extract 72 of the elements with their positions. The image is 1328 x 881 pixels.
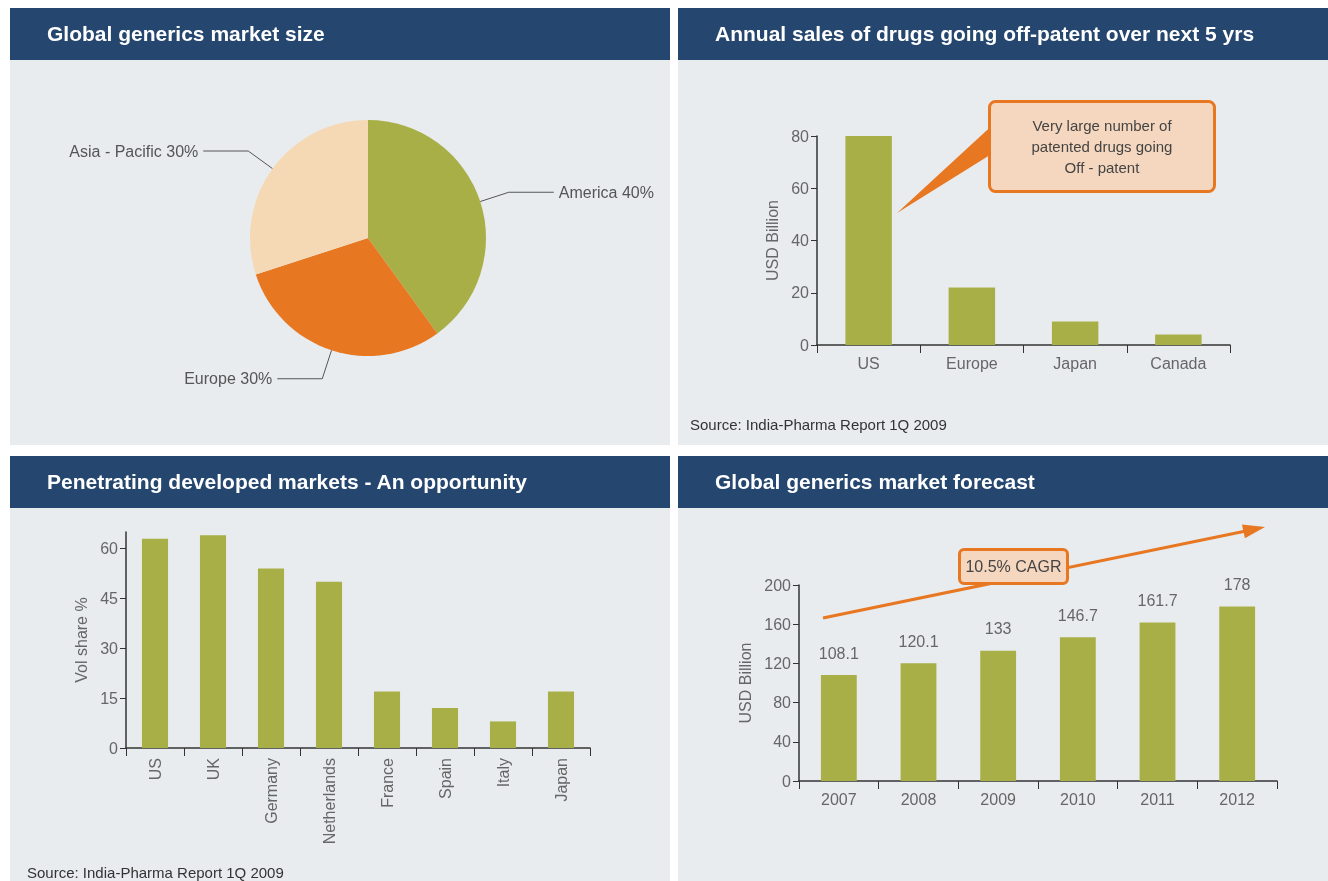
bar: [1139, 622, 1176, 781]
y-tick-label: 160: [764, 615, 792, 633]
bar: [489, 721, 517, 748]
bar: [980, 650, 1017, 781]
y-tick-label: 80: [773, 694, 792, 712]
bar: [1059, 637, 1096, 781]
x-tick-label: US: [146, 758, 164, 781]
data-label: 146.7: [1057, 606, 1098, 624]
y-tick-label: 200: [764, 576, 792, 594]
x-tick-label: 2011: [1140, 790, 1175, 808]
x-tick-label: Canada: [1150, 354, 1207, 372]
y-tick-label: 80: [791, 127, 810, 145]
y-tick-label: 0: [800, 336, 810, 354]
x-tick-label: Spain: [436, 758, 454, 799]
bar: [373, 691, 401, 748]
bar: [257, 568, 285, 748]
y-tick-label: 0: [782, 772, 792, 790]
x-tick-label: 2007: [821, 790, 857, 808]
bar: [1051, 321, 1099, 345]
data-label: 108.1: [818, 644, 859, 662]
chart-title: Annual sales of drugs going off-patent over next 5 yrs: [678, 8, 1328, 60]
bar: [820, 675, 857, 781]
x-tick-label: 2012: [1219, 790, 1256, 808]
annotation: Very large number of patented drugs going Off - patent: [988, 100, 1216, 193]
data-label: 133: [984, 620, 1012, 638]
chart-title: Penetrating developed markets - An opportunity: [10, 456, 670, 508]
chart-title: Global generics market size: [10, 8, 670, 60]
x-tick-label: France: [378, 757, 396, 808]
source-note: Source: India-Pharma Report 1Q 2009: [27, 864, 284, 881]
x-tick-label: Germany: [262, 758, 280, 824]
x-tick-label: Europe: [946, 354, 998, 372]
slice-label: America 40%: [558, 183, 654, 201]
y-axis-title: Vol share %: [72, 597, 90, 683]
y-tick-label: 45: [100, 589, 119, 607]
y-tick-label: 30: [100, 639, 119, 657]
bar: [948, 287, 996, 345]
y-tick-label: 0: [109, 739, 119, 757]
text: 10.5% CAGR: [958, 548, 1069, 585]
data-label: 120.1: [898, 632, 939, 650]
x-tick-label: Japan: [552, 758, 570, 802]
y-axis-title: USD Billion: [736, 642, 754, 724]
x-tick-label: 2010: [1060, 790, 1096, 808]
bar: [141, 538, 169, 748]
y-tick-label: 40: [773, 733, 792, 751]
x-tick-label: 2009: [980, 790, 1017, 808]
x-tick-label: 2008: [900, 790, 937, 808]
bar: [845, 136, 892, 345]
y-tick-label: 60: [100, 540, 119, 558]
bar: [431, 708, 459, 748]
y-tick-label: 120: [764, 654, 792, 672]
bar: [1219, 606, 1256, 781]
y-tick-label: 60: [791, 179, 810, 197]
x-tick-label: US: [857, 354, 880, 372]
y-axis-title: USD Billion: [763, 200, 781, 281]
bar: [900, 663, 937, 781]
y-tick-label: 20: [791, 284, 810, 302]
x-tick-label: Italy: [494, 758, 512, 788]
x-tick-label: Netherlands: [320, 758, 338, 845]
x-tick-label: UK: [204, 757, 222, 781]
slice-label: Europe 30%: [184, 370, 273, 388]
data-label: 178: [1223, 576, 1251, 594]
bar: [199, 535, 227, 748]
bar: [315, 581, 343, 748]
source-note: Source: India-Pharma Report 1Q 2009: [690, 416, 947, 433]
y-tick-label: 15: [100, 689, 119, 707]
bar: [547, 691, 575, 748]
bar: [1155, 334, 1202, 345]
chart-title: Global generics market forecast: [678, 456, 1328, 508]
y-tick-label: 40: [791, 232, 810, 249]
x-tick-label: Japan: [1053, 354, 1097, 372]
data-label: 161.7: [1137, 592, 1178, 610]
slice-label: Asia - Pacific 30%: [69, 142, 199, 160]
